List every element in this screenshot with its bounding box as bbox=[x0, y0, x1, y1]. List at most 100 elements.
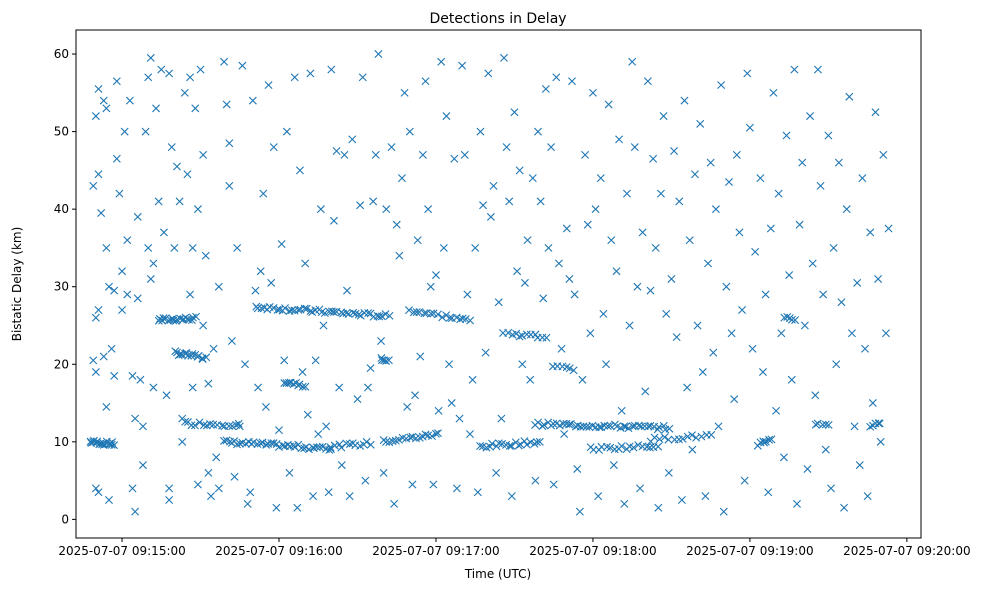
data-point bbox=[272, 503, 281, 512]
data-point bbox=[94, 84, 103, 93]
data-point bbox=[769, 88, 778, 97]
data-point bbox=[345, 492, 354, 501]
data-point bbox=[394, 435, 403, 444]
data-point bbox=[722, 282, 731, 291]
data-point bbox=[518, 331, 527, 340]
data-point bbox=[510, 108, 519, 117]
data-point bbox=[609, 461, 618, 470]
data-point bbox=[186, 290, 195, 299]
data-point bbox=[115, 189, 124, 198]
data-point bbox=[813, 65, 822, 74]
data-point bbox=[123, 290, 132, 299]
data-point bbox=[382, 356, 390, 365]
data-point bbox=[655, 435, 664, 444]
data-point bbox=[408, 480, 417, 489]
data-point bbox=[685, 236, 694, 245]
data-point bbox=[707, 430, 716, 439]
data-point bbox=[146, 274, 155, 283]
data-point bbox=[562, 224, 571, 233]
data-point bbox=[426, 309, 435, 318]
data-point bbox=[607, 236, 616, 245]
data-point bbox=[384, 356, 393, 365]
data-point bbox=[445, 360, 454, 369]
data-point bbox=[91, 313, 100, 322]
data-point bbox=[327, 65, 336, 74]
data-point bbox=[165, 496, 174, 504]
data-point bbox=[284, 378, 293, 387]
data-point bbox=[326, 443, 335, 452]
data-point bbox=[107, 440, 116, 449]
data-point bbox=[329, 308, 338, 317]
data-point bbox=[295, 380, 304, 389]
data-point bbox=[427, 432, 436, 441]
data-point bbox=[730, 395, 739, 404]
data-point bbox=[162, 391, 171, 400]
data-point bbox=[738, 305, 747, 314]
data-point bbox=[243, 499, 252, 508]
data-point bbox=[740, 476, 749, 485]
data-point bbox=[588, 88, 597, 97]
data-point bbox=[110, 286, 119, 295]
data-point bbox=[874, 419, 883, 428]
data-point bbox=[294, 305, 303, 314]
data-point bbox=[309, 492, 318, 501]
data-point bbox=[566, 419, 575, 428]
data-point bbox=[497, 414, 506, 423]
data-point bbox=[466, 316, 475, 325]
data-point bbox=[787, 375, 796, 384]
data-point bbox=[568, 77, 577, 86]
data-point bbox=[118, 305, 127, 314]
data-point bbox=[476, 127, 485, 136]
data-point bbox=[654, 423, 663, 432]
data-point bbox=[591, 205, 600, 214]
data-point bbox=[842, 205, 851, 214]
data-point bbox=[515, 166, 524, 175]
data-point bbox=[821, 445, 830, 454]
data-point bbox=[445, 314, 454, 323]
data-point bbox=[220, 57, 229, 66]
data-point bbox=[330, 441, 339, 450]
data-point bbox=[488, 439, 497, 448]
data-point bbox=[332, 147, 341, 155]
data-point bbox=[120, 127, 129, 136]
data-point bbox=[507, 441, 516, 450]
data-point bbox=[756, 174, 765, 183]
data-point bbox=[505, 441, 514, 450]
data-point bbox=[387, 143, 396, 152]
data-point bbox=[876, 437, 885, 446]
data-point bbox=[674, 435, 683, 444]
data-point bbox=[504, 328, 513, 337]
data-point bbox=[107, 344, 116, 353]
data-point bbox=[460, 150, 469, 159]
data-point bbox=[157, 65, 166, 74]
data-point bbox=[743, 69, 752, 78]
data-point bbox=[615, 135, 624, 144]
data-point bbox=[594, 492, 603, 501]
data-point bbox=[711, 205, 720, 214]
data-point bbox=[764, 488, 773, 497]
data-point bbox=[602, 360, 611, 369]
data-point bbox=[538, 333, 547, 342]
data-point bbox=[154, 197, 163, 206]
data-points bbox=[86, 50, 893, 516]
data-point bbox=[641, 387, 650, 396]
data-point bbox=[297, 444, 306, 453]
data-point bbox=[225, 139, 234, 148]
data-point bbox=[688, 431, 696, 440]
data-point bbox=[94, 488, 103, 497]
data-point bbox=[636, 484, 645, 493]
data-point bbox=[665, 424, 674, 433]
data-point bbox=[99, 96, 108, 105]
data-point bbox=[683, 383, 692, 392]
data-point bbox=[675, 197, 684, 206]
data-point bbox=[238, 61, 247, 70]
data-point bbox=[349, 308, 358, 317]
data-point bbox=[606, 421, 615, 430]
data-point bbox=[654, 503, 663, 512]
data-point bbox=[230, 472, 239, 481]
x-tick-label: 2025-07-07 09:18:00 bbox=[529, 544, 656, 558]
data-point bbox=[136, 375, 145, 384]
data-point bbox=[382, 437, 391, 446]
data-point bbox=[535, 437, 544, 446]
data-point bbox=[426, 282, 435, 291]
